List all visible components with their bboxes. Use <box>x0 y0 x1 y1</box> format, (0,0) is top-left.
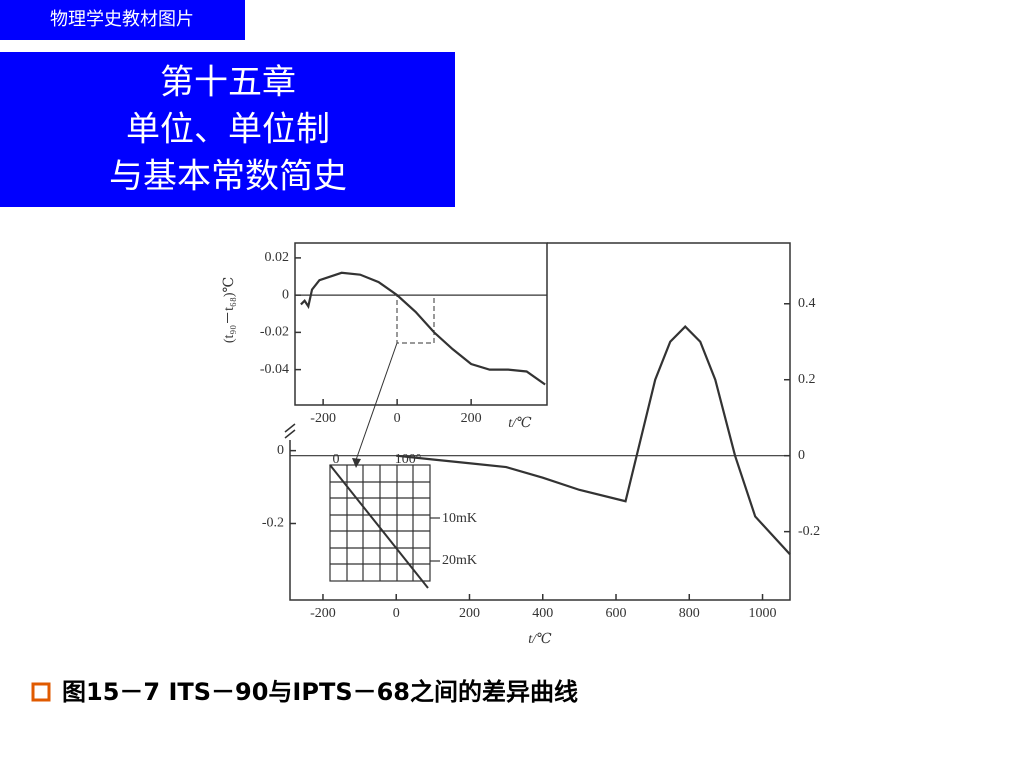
y-tick-label: 0 <box>277 443 284 458</box>
x-tick-label: -200 <box>310 606 336 621</box>
x-tick-label: 0 <box>394 411 401 426</box>
axis-break <box>284 423 296 439</box>
bullet <box>31 682 51 702</box>
title-box <box>0 52 455 207</box>
zoom-grid <box>329 464 440 589</box>
zoom-label: 20mK <box>442 553 477 568</box>
y-tick-label: -0.04 <box>260 362 289 377</box>
x-tick-label: 200 <box>461 411 482 426</box>
y-tick-label: 0 <box>282 287 289 302</box>
zoom-label: 0 <box>333 452 340 467</box>
y2-tick-label: 0 <box>798 448 805 463</box>
zoom-label: 10mK <box>442 511 477 526</box>
y-axis-label: (t₉₀－t₆₈)℃ <box>222 277 237 343</box>
curve <box>300 271 546 386</box>
zoom-label: 100° <box>395 452 422 467</box>
zoom-region <box>396 294 435 344</box>
y2-tick-label: 0.2 <box>798 372 816 387</box>
arrow-line <box>355 342 398 461</box>
y2-tick-label: -0.2 <box>798 524 820 539</box>
title-line: 与基本常数简史 <box>109 157 347 197</box>
y-tick-label: -0.02 <box>260 325 289 340</box>
title-line: 单位、单位制 <box>126 110 330 150</box>
title-line: 第十五章 <box>160 63 296 103</box>
y-tick-label: -0.2 <box>262 516 284 531</box>
x-tick-label: 600 <box>606 606 627 621</box>
x-tick-label: 800 <box>679 606 700 621</box>
x-axis-label: t/℃ <box>508 416 532 431</box>
x-axis-label: t/℃ <box>528 632 552 647</box>
x-tick-label: 0 <box>393 606 400 621</box>
inset-frame <box>294 242 548 406</box>
y-tick-label: 0.02 <box>265 250 290 265</box>
curve <box>396 324 791 556</box>
y2-tick-label: 0.4 <box>798 296 816 311</box>
x-tick-label: -200 <box>310 411 336 426</box>
tag: 物理学史教材图片 <box>50 9 194 30</box>
x-tick-label: 1000 <box>749 606 777 621</box>
tag-box <box>0 0 245 40</box>
x-tick-label: 200 <box>459 606 480 621</box>
caption: 图15－7 ITS－90与IPTS－68之间的差异曲线 <box>62 678 578 706</box>
x-tick-label: 400 <box>532 606 553 621</box>
arrow-head <box>352 458 361 468</box>
main-frame <box>289 242 791 601</box>
